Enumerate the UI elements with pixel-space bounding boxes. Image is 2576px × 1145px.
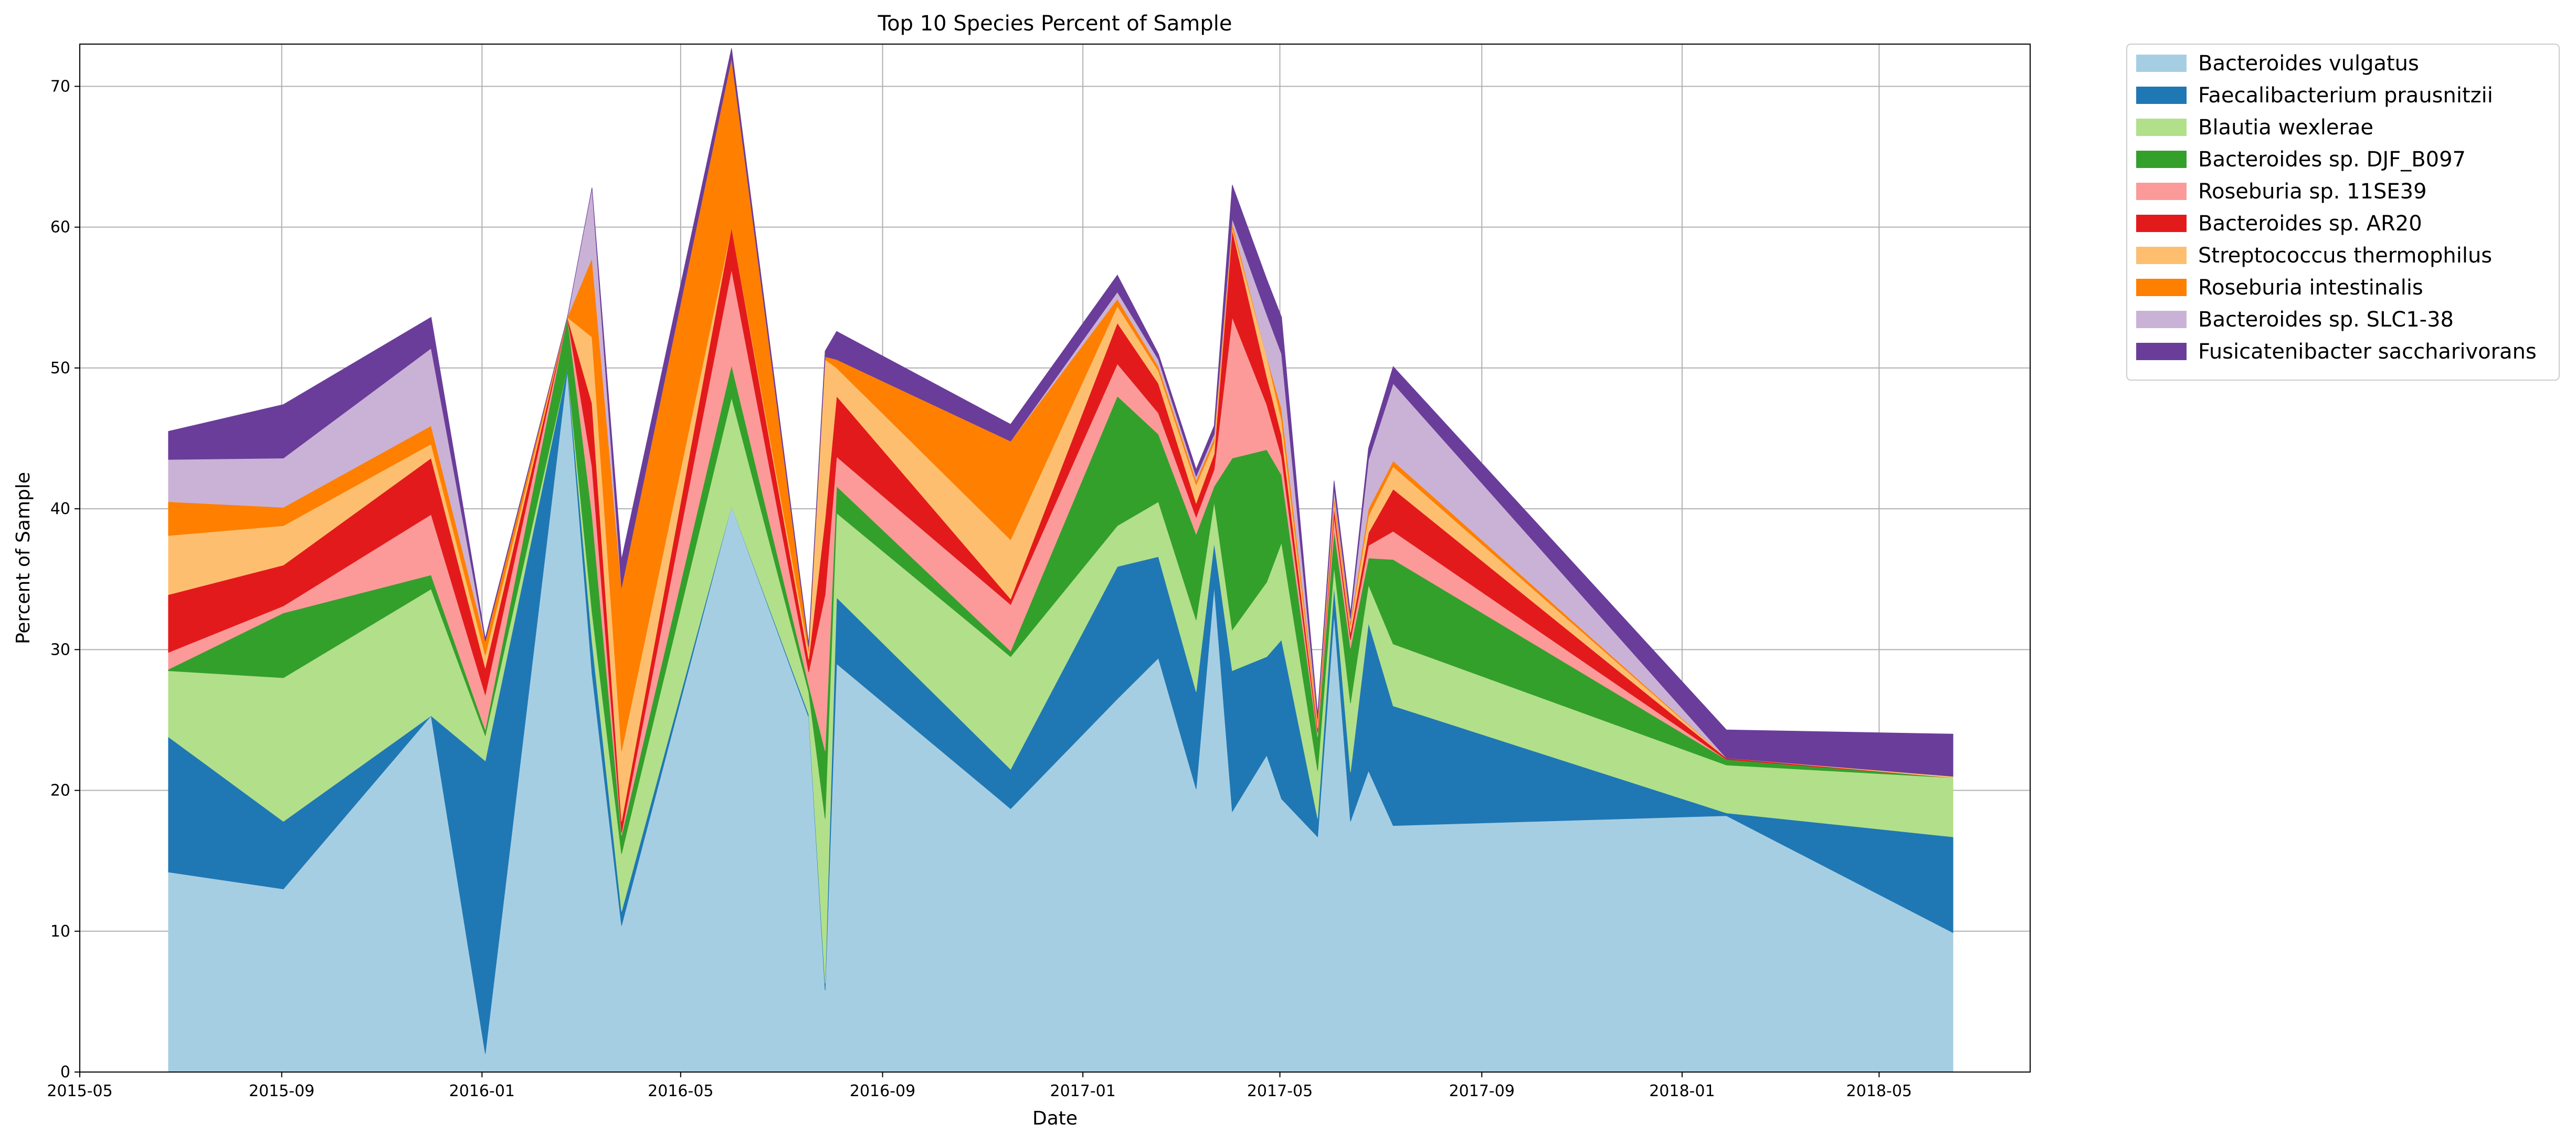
y-tick-label: 70 [50,77,70,96]
x-tick-label: 2017-05 [1247,1082,1313,1100]
y-axis-label: Percent of Sample [13,472,34,644]
x-tick-label: 2018-05 [1846,1082,1912,1100]
x-tick-label: 2015-09 [249,1082,314,1100]
legend-label: Bacteroides vulgatus [2198,51,2419,76]
legend-swatch [2136,55,2187,72]
y-tick-label: 40 [50,500,70,518]
legend-label: Faecalibacterium prausnitzii [2198,83,2493,108]
legend-label: Bacteroides sp. AR20 [2198,212,2422,236]
legend-swatch [2136,215,2187,232]
x-tick-label: 2016-05 [648,1082,713,1100]
x-tick-label: 2015-05 [47,1082,112,1100]
legend-swatch [2136,87,2187,104]
area-series [168,48,1954,1073]
y-tick-label: 10 [50,922,70,941]
x-axis-ticks: 2015-05 2015-09 2016-01 2016-05 2016-09 2017-… [47,1072,1912,1100]
area-fusicatenibacter-saccharivorans [168,48,1954,777]
legend-label: Roseburia sp. 11SE39 [2198,180,2427,204]
legend-label: Bacteroides sp. SLC1-38 [2198,308,2454,332]
x-axis-label: Date [1032,1108,1078,1129]
legend-swatch [2136,151,2187,168]
legend-swatch [2136,183,2187,200]
chart-title: Top 10 Species Percent of Sample [878,12,1232,36]
y-tick-label: 30 [50,640,70,659]
x-tick-label: 2017-01 [1050,1082,1115,1100]
y-tick-label: 20 [50,782,70,800]
legend-swatch [2136,247,2187,264]
legend-label: Streptococcus thermophilus [2198,244,2492,268]
legend-label: Roseburia intestinalis [2198,276,2423,300]
legend-swatch [2136,119,2187,136]
x-tick-label: 2017-09 [1449,1082,1515,1100]
x-tick-label: 2016-01 [449,1082,515,1100]
legend-frame [2126,44,2560,381]
plot-frame [79,44,2031,1073]
y-tick-label: 60 [50,218,70,237]
x-tick-label: 2018-01 [1649,1082,1715,1100]
legend-label: Blautia wexlerae [2198,115,2373,140]
legend: Bacteroides vulgatus Faecalibacterium pra… [2126,44,2560,381]
legend-swatch [2136,311,2187,328]
x-tick-label: 2016-09 [850,1082,915,1100]
y-tick-label: 50 [50,359,70,377]
legend-label: Fusicatenibacter saccharivorans [2198,340,2537,364]
y-tick-label: 0 [60,1063,70,1081]
legend-swatch [2136,279,2187,296]
y-axis-ticks: 0 10 20 30 40 50 60 70 [50,77,80,1081]
legend-swatch [2136,343,2187,360]
legend-label: Bacteroides sp. DJF_B097 [2198,148,2466,172]
